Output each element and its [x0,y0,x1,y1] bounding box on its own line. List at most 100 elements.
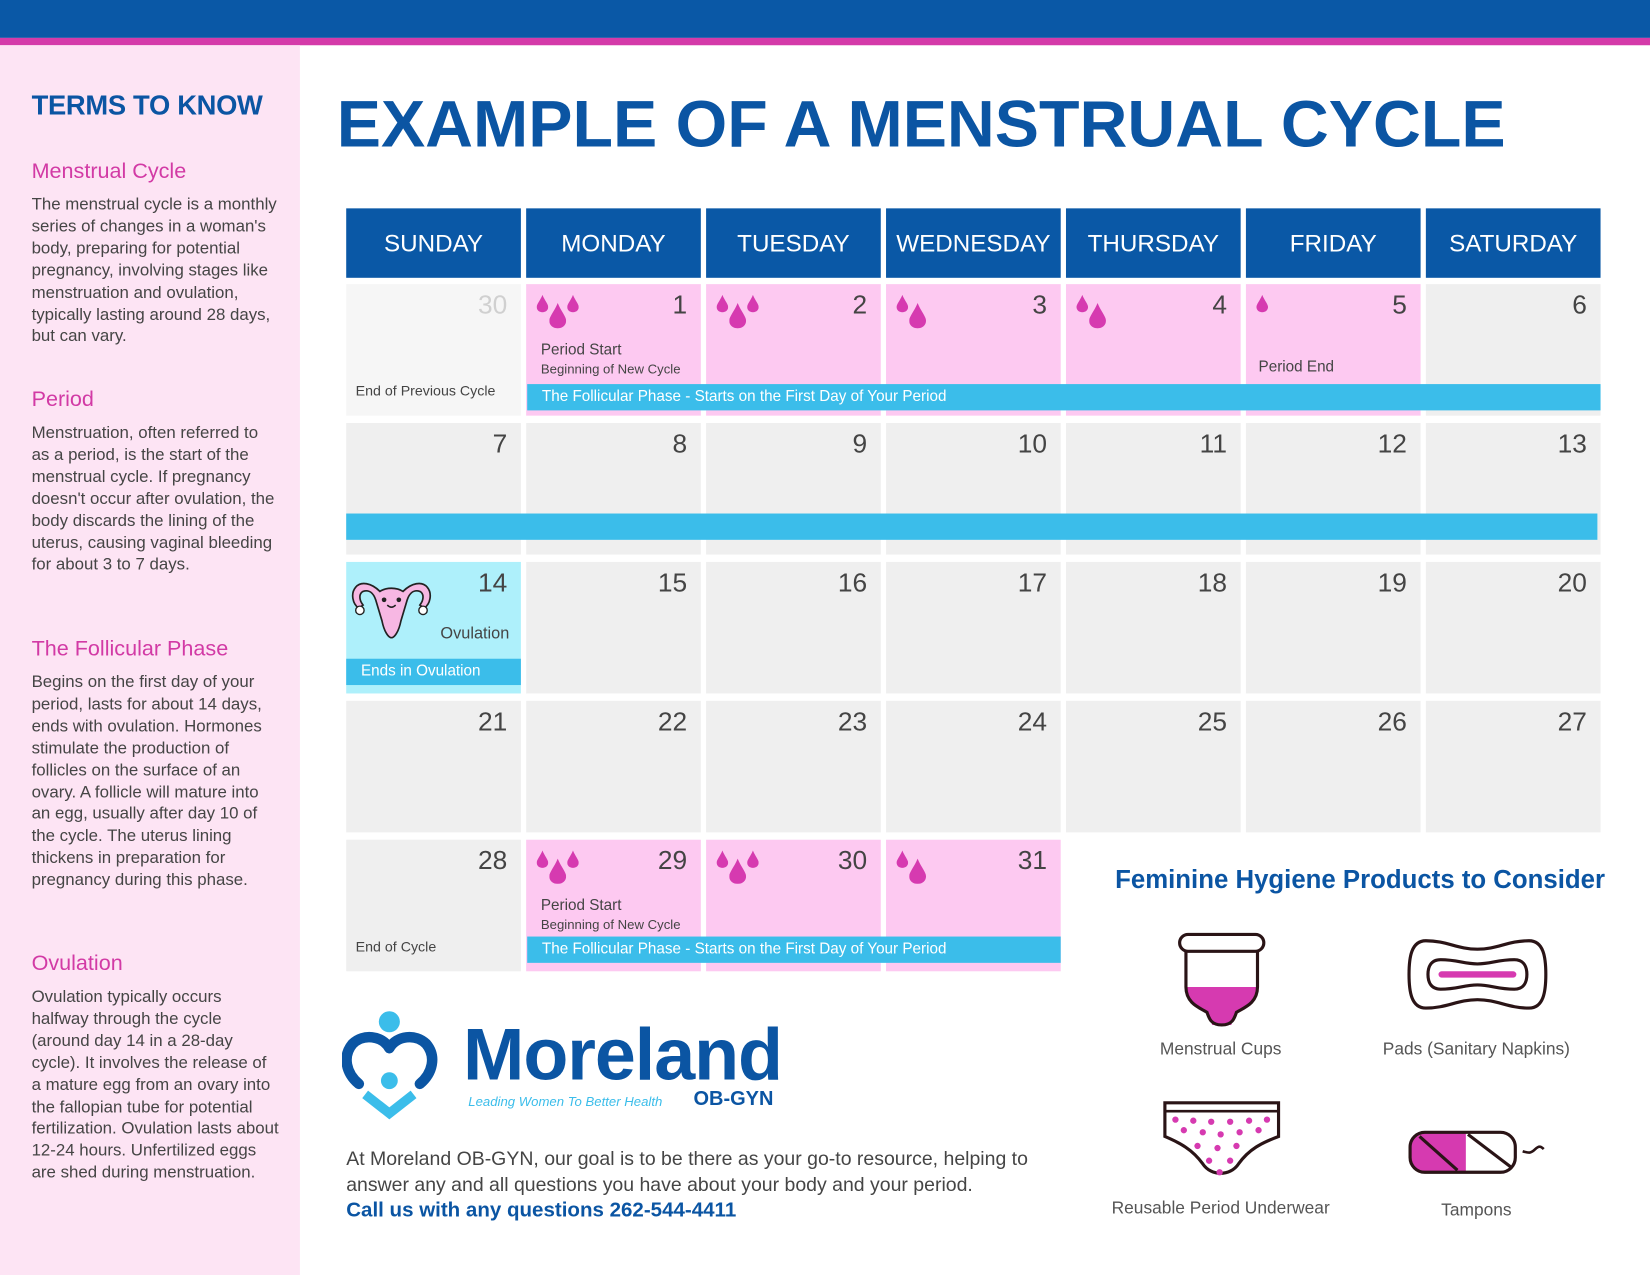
day-number: 7 [492,429,508,459]
blood-drop-icon [1256,294,1269,313]
terms-sidebar: TERMS TO KNOW Menstrual Cycle The menstru… [0,45,300,1275]
day-cell[interactable]: 26 [1245,700,1421,833]
flow-indicator [896,850,927,884]
term-heading: Ovulation [31,951,123,976]
term-follicular-phase: The Follicular Phase Begins on the first … [32,637,280,893]
blood-drop-icon [729,303,747,329]
blood-drop-icon [716,850,729,868]
day-cell[interactable]: 28 End of Cycle [346,839,521,972]
day-cell[interactable]: 23 [706,700,881,833]
period-start-label: Period Start [540,341,622,359]
term-body: Begins on the first day of your period, … [31,673,262,890]
term-menstrual-cycle: Menstrual Cycle The menstrual cycle is a … [32,159,280,349]
day-cell[interactable]: 30 End of Previous Cycle [346,284,521,416]
day-number: 15 [657,568,688,598]
period-end-label: Period End [1258,358,1335,376]
day-number: 31 [1017,846,1048,876]
day-number: 21 [477,707,508,737]
day-number: 29 [657,846,688,876]
about-text: At Moreland OB-GYN, our goal is to be th… [346,1146,1062,1223]
uterus-icon [351,582,432,639]
uterus-illustration [350,577,432,645]
day-number: 2 [852,290,868,320]
day-number: 25 [1197,707,1227,737]
weekday-header: MONDAY [526,208,701,278]
logo-suffix: OB-GYN [693,1088,774,1111]
day-number: 19 [1377,568,1407,598]
day-cell[interactable]: 27 [1425,700,1601,833]
logo-tagline: Leading Women To Better Health [468,1094,663,1110]
day-number: 5 [1392,290,1407,320]
phase-bar [346,513,1598,540]
product-label: Tampons [1441,1200,1512,1220]
flow-indicator [1256,294,1269,313]
day-number: 23 [837,707,868,737]
pad-icon [1407,939,1548,1010]
flow-indicator [716,294,759,329]
day-cell[interactable]: 17 [886,561,1061,694]
blood-drop-icon [549,303,567,329]
day-number: 20 [1557,568,1587,598]
day-number: 30 [837,846,868,876]
blood-drop-icon [729,858,747,884]
products-heading: Feminine Hygiene Products to Consider [1115,866,1606,895]
blood-drop-icon [1089,303,1106,329]
cycle-start-sublabel: Beginning of New Cycle [540,917,681,933]
menstrual-cup-icon [1178,932,1266,1027]
day-cell[interactable]: 16 [706,561,881,694]
day-cell[interactable]: 22 [526,700,701,833]
day-number: 11 [1199,429,1227,459]
day-number: 1 [672,290,688,320]
day-number: 28 [477,846,508,876]
day-cell[interactable]: 19 [1245,561,1421,694]
day-number: 3 [1032,290,1048,320]
day-cell[interactable]: 20 [1425,561,1601,694]
term-ovulation: Ovulation Ovulation typically occurs half… [32,951,280,1185]
cycle-start-sublabel: Beginning of New Cycle [540,361,681,377]
phase-bar: Ends in Ovulation [346,658,521,686]
day-cell[interactable]: 25 [1065,700,1241,833]
flow-indicator [536,294,579,329]
day-number: 9 [852,429,868,459]
day-number: 17 [1017,568,1048,598]
blood-drop-icon [747,294,759,313]
flow-indicator [1076,294,1106,329]
blood-drop-icon [567,850,579,868]
product-label: Pads (Sanitary Napkins) [1382,1039,1570,1059]
blood-drop-icon [536,850,549,868]
blood-drop-icon [909,858,927,884]
day-number: 13 [1557,429,1587,459]
weekday-header: THURSDAY [1065,208,1241,278]
blood-drop-icon [896,850,909,868]
day-number: 16 [837,568,868,598]
day-cell[interactable]: 24 [886,700,1061,833]
period-underwear-icon [1163,1101,1281,1176]
top-banner [0,0,1650,38]
tampon-icon [1408,1130,1545,1174]
phone-callout[interactable]: Call us with any questions 262-544-4411 [346,1198,737,1222]
day-number: 10 [1017,429,1048,459]
day-cell[interactable]: 21 [346,700,521,833]
cycle-end-label: End of Previous Cycle [355,383,496,399]
day-number: 22 [657,707,688,737]
blood-drop-icon [1076,294,1089,313]
day-cell[interactable]: 18 [1065,561,1241,694]
weekday-header: TUESDAY [706,208,881,278]
phase-bar: The Follicular Phase - Starts on the Fir… [527,936,1061,963]
term-body: The menstrual cycle is a monthly series … [31,195,277,346]
flow-indicator [896,294,927,329]
blood-drop-icon [567,294,579,313]
day-number: 6 [1572,290,1587,320]
term-heading: Menstrual Cycle [31,158,187,184]
term-period: Period Menstruation, often referred to as… [32,387,280,577]
day-number: 27 [1557,707,1587,737]
period-start-label: Period Start [540,897,622,915]
day-number: 4 [1212,290,1227,320]
product-label: Reusable Period Underwear [1111,1198,1330,1218]
day-number: 30 [477,290,508,320]
sidebar-title: TERMS TO KNOW [31,89,263,122]
logo-wordmark: Moreland [463,1013,783,1096]
day-cell[interactable]: 15 [526,561,701,694]
term-heading: The Follicular Phase [31,636,229,661]
weekday-header: SATURDAY [1425,208,1601,278]
